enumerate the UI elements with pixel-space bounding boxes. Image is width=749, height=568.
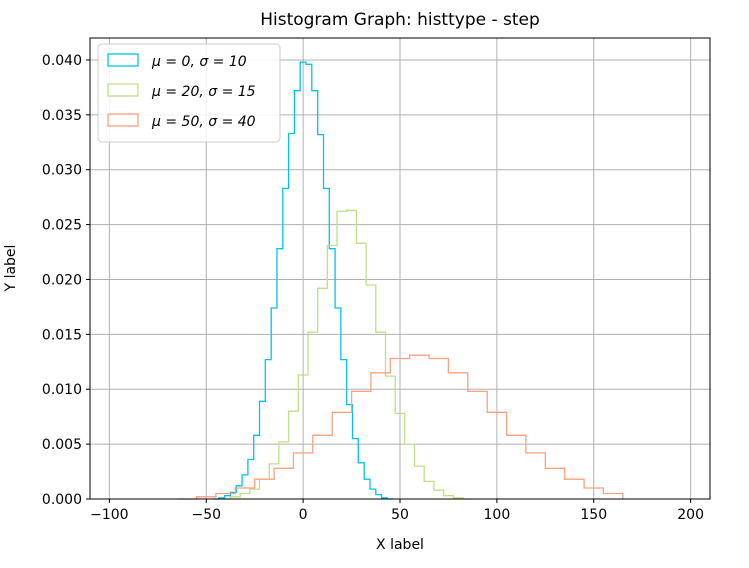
y-tick-label: 0.020: [42, 272, 82, 288]
chart-title: Histogram Graph: histtype - step: [260, 10, 540, 30]
legend-label: μ = 20, σ = 15: [151, 84, 256, 100]
legend-swatch: [107, 83, 139, 97]
x-tick-label: 150: [580, 507, 607, 523]
y-tick-label: 0.000: [42, 492, 82, 508]
y-tick-label: 0.025: [42, 218, 82, 234]
y-tick-label: 0.030: [42, 163, 82, 179]
legend-frame: [97, 43, 281, 143]
legend: μ = 0, σ = 10 μ = 20, σ = 15 μ = 50, σ = 4…: [97, 43, 281, 143]
y-tick-label: 0.015: [42, 327, 82, 343]
x-axis-ticks: −100 −50 0 50 100 150 200: [90, 499, 704, 523]
y-axis-label: Y label: [3, 245, 19, 293]
x-axis-label: X label: [376, 537, 424, 553]
series-layer: [177, 61, 624, 500]
x-tick-label: −50: [191, 507, 221, 523]
y-tick-label: 0.005: [42, 437, 82, 453]
x-tick-label: 0: [299, 507, 308, 523]
x-tick-label: 200: [677, 507, 704, 523]
y-axis-ticks: 0.000 0.005 0.010 0.015 0.020 0.025 0.030 0.035…: [42, 53, 90, 508]
legend-label: μ = 50, σ = 40: [151, 114, 256, 130]
x-tick-label: 100: [484, 507, 511, 523]
x-tick-label: −100: [90, 507, 128, 523]
series-3-step-line: [177, 354, 624, 500]
legend-label: μ = 0, σ = 10: [151, 54, 247, 70]
x-tick-label: 50: [391, 507, 409, 523]
y-tick-label: 0.040: [42, 53, 82, 69]
series-1-step-line: [213, 61, 394, 500]
grid-lines: [90, 38, 710, 500]
series-2-step-line: [220, 209, 473, 500]
legend-swatch: [107, 53, 139, 67]
y-tick-label: 0.010: [42, 382, 82, 398]
y-tick-label: 0.035: [42, 108, 82, 124]
legend-swatch: [107, 113, 139, 127]
